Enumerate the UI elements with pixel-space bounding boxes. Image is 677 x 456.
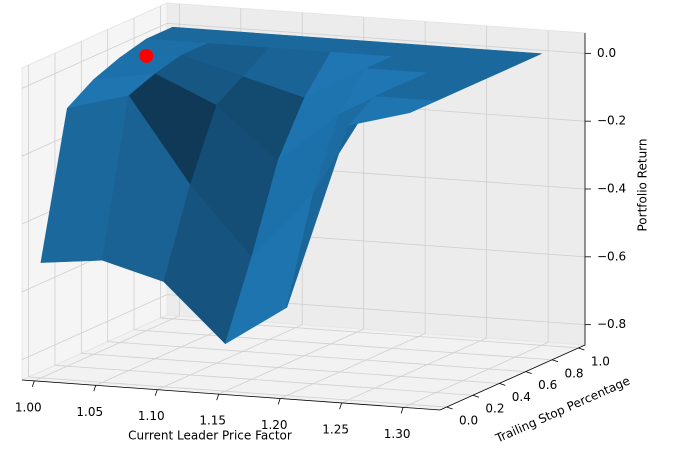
tick-mark [446,406,453,410]
y-axis-label: Trailing Stop Percentage [493,374,633,446]
x-tick-label: 1.20 [261,418,288,432]
z-tick-label: −0.2 [597,114,626,128]
tick-mark [472,394,480,398]
y-tick-label: 0.8 [564,366,583,380]
x-tick-label: 1.00 [15,400,42,414]
tick-mark [339,402,343,410]
tick-mark [93,385,97,392]
y-tick-label: 1.0 [591,354,610,368]
y-tick-label: 0.0 [459,414,478,428]
tick-mark [400,407,404,414]
z-tick-label: −0.8 [597,317,626,331]
tick-mark [154,389,158,396]
grid-line [341,25,488,404]
z-tick-label: −0.4 [597,182,626,196]
z-tick-label: −0.6 [597,249,626,263]
x-tick-label: 1.25 [322,422,349,436]
x-tick-label: 1.05 [76,405,103,419]
axis-line [21,33,586,411]
grid-line [402,30,549,408]
tick-mark [499,383,506,386]
x-tick-label: 1.30 [384,427,411,441]
x-tick-label: 1.15 [199,414,226,428]
tick-mark [277,398,281,405]
tick-mark [525,371,532,374]
x-axis-label: Current Leader Price Factor [128,429,292,443]
grid-line [280,21,426,399]
z-axis-label: Portfolio Return [636,139,650,232]
tick-mark [31,380,35,388]
tick-mark [578,347,585,351]
grid-line [28,65,447,408]
tick-mark [551,359,559,363]
z-tick-label: 0.0 [597,46,616,60]
x-tick-label: 1.10 [138,409,165,423]
grid-line [21,22,586,89]
y-tick-label: 0.4 [512,390,531,404]
surface-cell [347,96,437,126]
grid-line [21,294,586,361]
grid-line [54,53,473,396]
y-tick-label: 0.6 [538,378,557,392]
y-tick-label: 0.2 [485,402,504,416]
tick-mark [216,393,220,401]
max-point [139,48,154,63]
